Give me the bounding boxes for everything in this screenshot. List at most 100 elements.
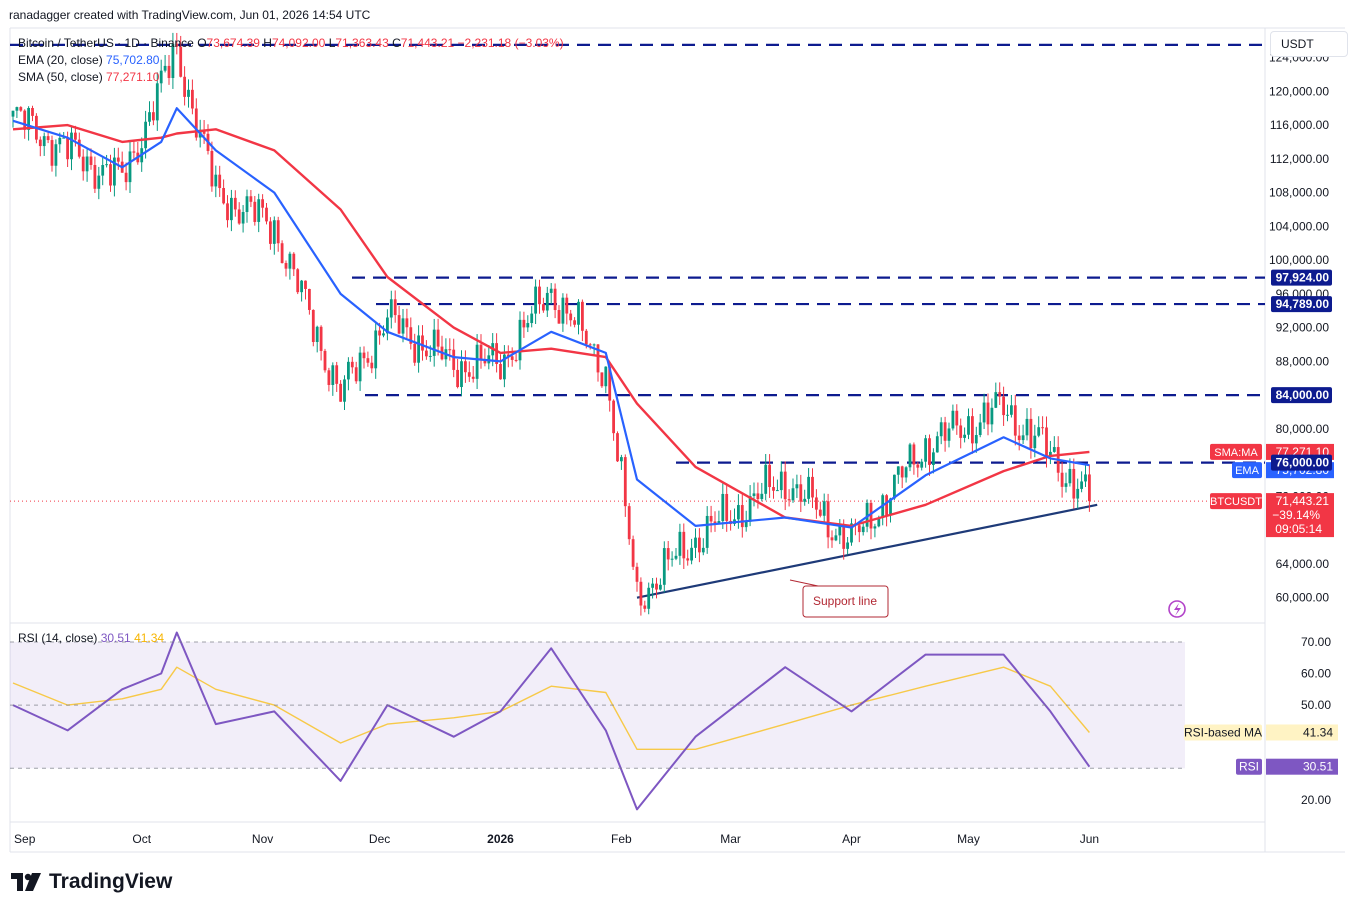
candle-body — [23, 110, 27, 130]
candle-body — [265, 207, 268, 222]
low-value: 71,363.43 — [335, 36, 389, 50]
level-axis-label: 84,000.00 — [1276, 388, 1330, 402]
candle-body — [1041, 427, 1044, 429]
candle-body — [643, 605, 647, 609]
candle-body — [561, 297, 565, 324]
candle-body — [639, 581, 643, 606]
candle-body — [370, 362, 374, 369]
candle-body — [1049, 451, 1052, 457]
price-axis-tick: 112,000.00 — [1270, 152, 1329, 166]
candle-body — [889, 498, 892, 516]
candle-body — [924, 438, 927, 462]
candle-body — [393, 299, 397, 316]
candle-body — [448, 349, 452, 351]
candle-body — [155, 83, 159, 121]
candle-body — [869, 502, 873, 529]
candle-body — [70, 132, 73, 160]
candle-body — [744, 521, 748, 528]
candle-body — [990, 407, 994, 425]
candle-body — [627, 506, 631, 540]
candle-body — [764, 464, 768, 494]
candle-body — [1029, 418, 1033, 449]
candle-body — [11, 110, 15, 117]
candle-body — [1052, 447, 1056, 452]
candle-body — [148, 112, 151, 122]
candle-body — [549, 288, 553, 293]
time-axis-tick: Feb — [611, 832, 632, 846]
rsi-ma-tag-value-bg — [1266, 724, 1338, 741]
candle-body — [705, 515, 709, 548]
sma-value: 77,271.10 — [106, 70, 160, 84]
candle-body — [514, 359, 518, 361]
candle-body — [269, 221, 272, 244]
candle-body — [713, 521, 717, 524]
legend-ema-row: EMA (20, close) 75,702.80 — [18, 52, 564, 69]
candle-body — [768, 464, 771, 488]
candle-body — [1072, 468, 1076, 499]
candle-body — [386, 317, 389, 334]
candle-body — [1013, 405, 1017, 436]
candle-body — [81, 156, 85, 172]
candle-body — [557, 310, 561, 324]
support-line-annotation[interactable]: Support line — [789, 579, 889, 618]
candle-body — [335, 365, 339, 384]
candle-body — [1088, 474, 1091, 502]
candle-body — [818, 509, 822, 516]
candle-body — [826, 501, 830, 538]
last-price-change: −39.14% — [1272, 508, 1320, 522]
candle-body — [105, 164, 108, 166]
rsi-legend[interactable]: RSI (14, close) 30.51 41.34 — [18, 631, 164, 645]
candle-body — [779, 471, 783, 491]
candle-body — [358, 352, 362, 382]
candle-body — [721, 493, 725, 522]
level-axis-label: 97,924.00 — [1276, 271, 1330, 285]
candle-body — [304, 280, 307, 289]
candle-body — [904, 467, 908, 478]
level-axis-label: 76,000.00 — [1276, 456, 1330, 470]
symbol-legend[interactable]: Bitcoin / TetherUS · 1D · Binance O73,67… — [18, 35, 564, 86]
last-price-value-bg — [1266, 493, 1334, 538]
candle-body — [191, 89, 194, 109]
candle-body — [655, 583, 658, 590]
ema-tag-name: EMA — [1235, 465, 1260, 477]
candle-body — [77, 139, 81, 157]
candle-body — [425, 350, 428, 357]
tradingview-logo[interactable]: TradingView — [11, 870, 172, 894]
close-value: 71,443.21 — [400, 36, 455, 50]
candle-body — [1033, 435, 1037, 449]
candle-body — [955, 410, 959, 426]
candle-body — [471, 376, 475, 379]
candle-body — [1068, 468, 1072, 484]
rsi-ma-tag-name: RSI-based MA — [1184, 725, 1262, 739]
currency-selector[interactable]: USDT — [1270, 31, 1348, 57]
sma-tag-name: SMA:MA — [1214, 447, 1258, 459]
candle-body — [982, 402, 986, 423]
candle-body — [226, 203, 229, 221]
candle-body — [772, 487, 775, 491]
candle-body — [850, 523, 853, 543]
change-value: −2,231.18 (−3.03%) — [457, 36, 564, 50]
candle-body — [467, 372, 471, 377]
close-label: C — [392, 36, 401, 50]
price-axis-tick: 92,000.00 — [1276, 321, 1330, 335]
rsi-value: 30.51 — [100, 631, 131, 645]
candle-body — [709, 515, 713, 522]
candle-body — [464, 361, 467, 373]
candle-body — [967, 416, 970, 435]
candle-body — [1037, 427, 1041, 436]
candle-body — [674, 555, 678, 559]
candle-body — [623, 457, 627, 507]
time-axis-tick: Oct — [132, 832, 151, 846]
candle-body — [737, 505, 740, 520]
candle-body — [339, 383, 342, 402]
candle-body — [510, 356, 514, 360]
candle-body — [986, 402, 990, 425]
low-label: L — [328, 36, 336, 50]
candle-body — [296, 269, 300, 293]
rsi-label: RSI (14, close) — [18, 631, 98, 645]
candle-body — [748, 496, 752, 522]
lightning-icon[interactable] — [1168, 600, 1186, 618]
candle-body — [791, 488, 795, 501]
rsi-tag-value-bg — [1266, 758, 1338, 775]
